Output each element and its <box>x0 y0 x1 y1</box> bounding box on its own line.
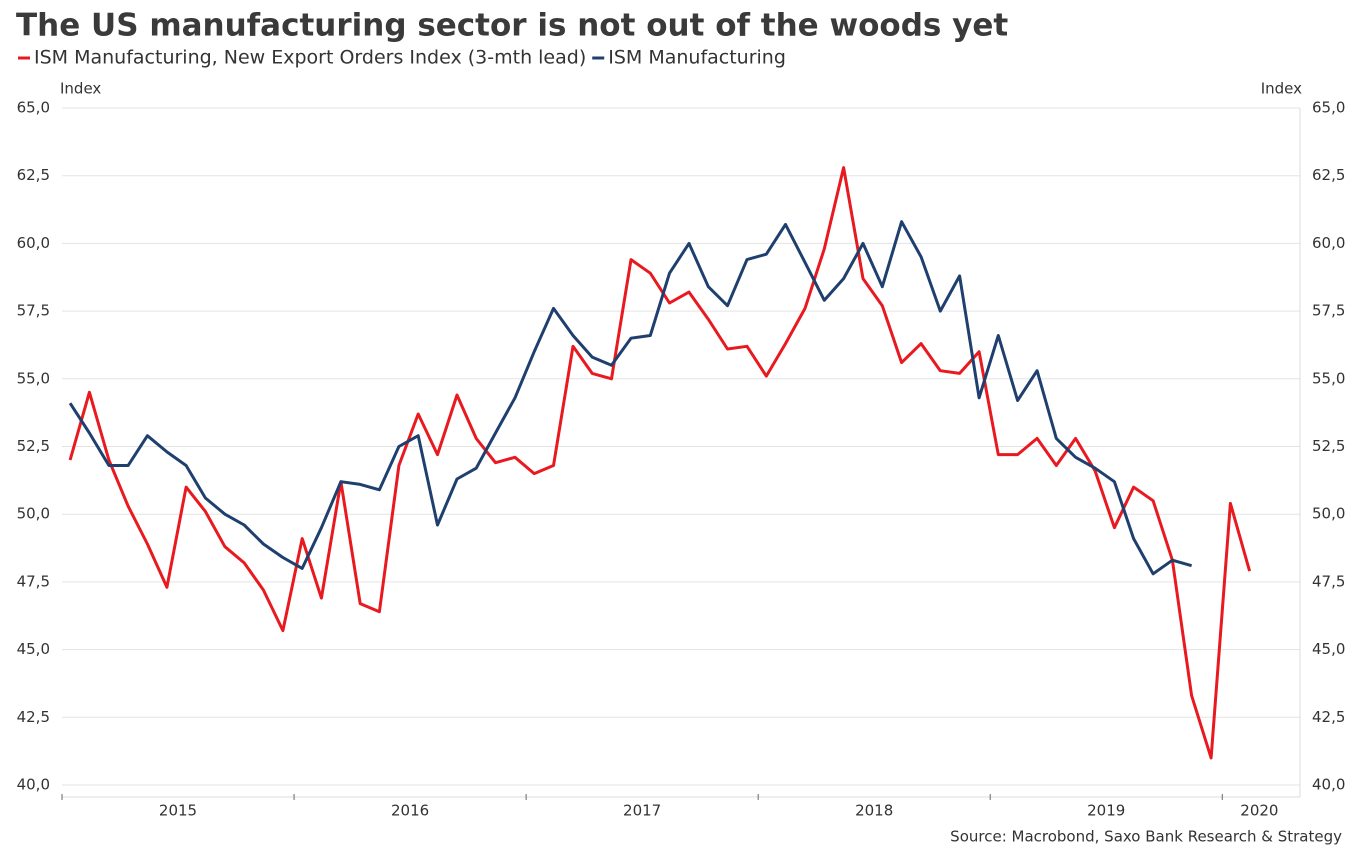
y2-tick-label: 57,5 <box>1312 302 1345 320</box>
chart-title: The US manufacturing sector is not out o… <box>16 8 1008 44</box>
y2-tick-label: 47,5 <box>1312 572 1345 590</box>
x-tick-label: 2015 <box>159 802 197 820</box>
y2-tick-label: 40,0 <box>1312 776 1345 794</box>
y-tick-label: 60,0 <box>17 234 50 252</box>
x-tick-label: 2016 <box>391 802 429 820</box>
y2-axis-title: Index <box>1261 80 1302 98</box>
y2-tick-label: 65,0 <box>1312 99 1345 117</box>
source: Source: Macrobond, Saxo Bank Research & … <box>950 828 1342 846</box>
y2-tick-label: 55,0 <box>1312 369 1345 387</box>
y-tick-label: 65,0 <box>17 99 50 117</box>
y-tick-label: 42,5 <box>17 708 50 726</box>
x-tick-label: 2017 <box>623 802 661 820</box>
series-line <box>68 166 1252 760</box>
y-tick-label: 40,0 <box>17 776 50 794</box>
y-tick-label: 45,0 <box>17 640 50 658</box>
y-tick-label: 52,5 <box>17 437 50 455</box>
y-tick-label: 50,0 <box>17 505 50 523</box>
x-tick-label: 2018 <box>855 802 893 820</box>
y2-tick-label: 50,0 <box>1312 505 1345 523</box>
y-tick-label: 47,5 <box>17 572 50 590</box>
y2-tick-label: 45,0 <box>1312 640 1345 658</box>
y-tick-label: 62,5 <box>17 166 50 184</box>
y2-tick-label: 42,5 <box>1312 708 1345 726</box>
y-axis-title: Index <box>60 80 101 98</box>
y2-tick-label: 52,5 <box>1312 437 1345 455</box>
y2-tick-label: 62,5 <box>1312 166 1345 184</box>
y2-tick-label: 60,0 <box>1312 234 1345 252</box>
x-tick-label: 2020 <box>1240 802 1278 820</box>
y-tick-label: 57,5 <box>17 302 50 320</box>
legend-label: ISM Manufacturing <box>608 47 786 69</box>
y-tick-label: 55,0 <box>17 369 50 387</box>
legend-label: ISM Manufacturing, New Export Orders Ind… <box>34 47 586 69</box>
series-line <box>68 220 1193 576</box>
x-tick-label: 2019 <box>1087 802 1125 820</box>
